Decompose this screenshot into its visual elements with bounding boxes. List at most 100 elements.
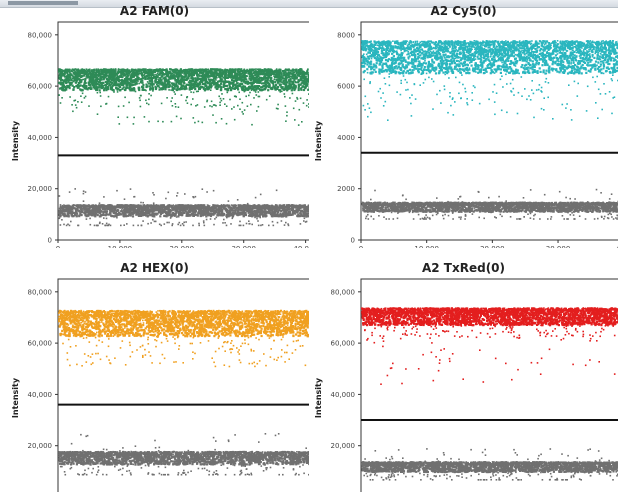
data-point xyxy=(205,86,208,89)
data-point xyxy=(237,69,239,72)
data-point xyxy=(156,83,158,86)
data-point xyxy=(220,72,223,75)
data-point xyxy=(182,71,185,73)
data-point xyxy=(284,87,287,90)
data-point xyxy=(83,82,86,85)
data-point xyxy=(147,82,150,85)
data-point xyxy=(281,70,285,73)
data-point xyxy=(131,81,134,84)
data-point xyxy=(157,75,159,78)
data-point xyxy=(101,81,104,84)
data-point xyxy=(268,76,271,79)
data-point xyxy=(247,72,250,75)
data-point xyxy=(180,76,183,80)
data-point xyxy=(291,212,294,215)
data-point xyxy=(150,213,154,216)
data-point xyxy=(199,78,202,81)
data-point xyxy=(307,73,309,76)
points-layer xyxy=(58,68,309,227)
data-point xyxy=(169,74,172,77)
data-point xyxy=(139,78,142,81)
scatter-plot-fam[interactable]: 80,00060,00040,00020,0000Intensity010,00… xyxy=(0,4,309,248)
data-point xyxy=(164,77,167,80)
data-point xyxy=(101,71,103,74)
data-point xyxy=(80,95,82,97)
data-point xyxy=(58,195,61,197)
data-point xyxy=(307,68,309,71)
data-point xyxy=(294,213,297,215)
data-point xyxy=(201,73,204,76)
data-point xyxy=(259,216,261,219)
active-tab-indicator[interactable] xyxy=(8,1,78,5)
data-point xyxy=(68,71,71,74)
data-point xyxy=(304,83,308,86)
data-point xyxy=(138,76,140,79)
data-point xyxy=(167,191,170,194)
data-point xyxy=(84,191,87,193)
data-point xyxy=(209,210,213,213)
data-point xyxy=(117,87,120,90)
data-point xyxy=(299,97,302,100)
data-point xyxy=(292,85,295,89)
data-point xyxy=(123,198,126,200)
data-point xyxy=(128,101,130,104)
data-point xyxy=(220,74,223,77)
data-point xyxy=(204,88,207,91)
data-point xyxy=(140,69,143,72)
data-point xyxy=(59,69,62,72)
data-point xyxy=(94,83,98,86)
data-point xyxy=(139,72,142,75)
data-point xyxy=(198,87,201,90)
data-point xyxy=(211,78,214,82)
data-point xyxy=(128,78,131,81)
data-point xyxy=(131,72,134,75)
data-point xyxy=(154,77,157,80)
data-point xyxy=(203,204,206,207)
data-point xyxy=(277,81,280,84)
data-point xyxy=(105,217,108,220)
data-point xyxy=(187,83,190,86)
data-point xyxy=(246,75,248,77)
data-point xyxy=(109,224,112,227)
data-point xyxy=(268,86,271,89)
data-point xyxy=(113,91,115,93)
data-point xyxy=(154,85,157,88)
data-point xyxy=(169,204,172,207)
data-point xyxy=(104,206,106,208)
data-point xyxy=(62,83,65,86)
data-point xyxy=(198,74,201,77)
data-point xyxy=(134,68,137,72)
data-point xyxy=(268,68,270,70)
data-point xyxy=(99,91,101,94)
data-point xyxy=(294,86,297,89)
data-point xyxy=(101,84,104,87)
data-point xyxy=(94,74,97,77)
data-point xyxy=(302,73,305,76)
data-point xyxy=(77,101,79,103)
data-point xyxy=(192,211,195,214)
data-point xyxy=(119,79,121,81)
data-point xyxy=(75,80,78,83)
data-point xyxy=(194,71,198,74)
data-point xyxy=(301,121,303,123)
data-point xyxy=(204,69,207,73)
data-point xyxy=(224,80,227,83)
data-point xyxy=(126,79,129,82)
data-point xyxy=(303,82,306,85)
data-point xyxy=(76,71,79,74)
data-point xyxy=(171,89,174,92)
data-point xyxy=(67,223,69,226)
data-point xyxy=(300,82,303,85)
data-point xyxy=(308,93,309,95)
data-point xyxy=(117,78,120,81)
data-point xyxy=(215,73,218,77)
data-point xyxy=(95,87,98,90)
data-point xyxy=(146,85,149,88)
data-point xyxy=(182,78,185,81)
data-point xyxy=(237,104,239,107)
data-point xyxy=(219,68,222,71)
data-point xyxy=(196,207,199,210)
data-point xyxy=(69,96,71,98)
data-point xyxy=(129,89,132,92)
data-point xyxy=(287,73,290,76)
